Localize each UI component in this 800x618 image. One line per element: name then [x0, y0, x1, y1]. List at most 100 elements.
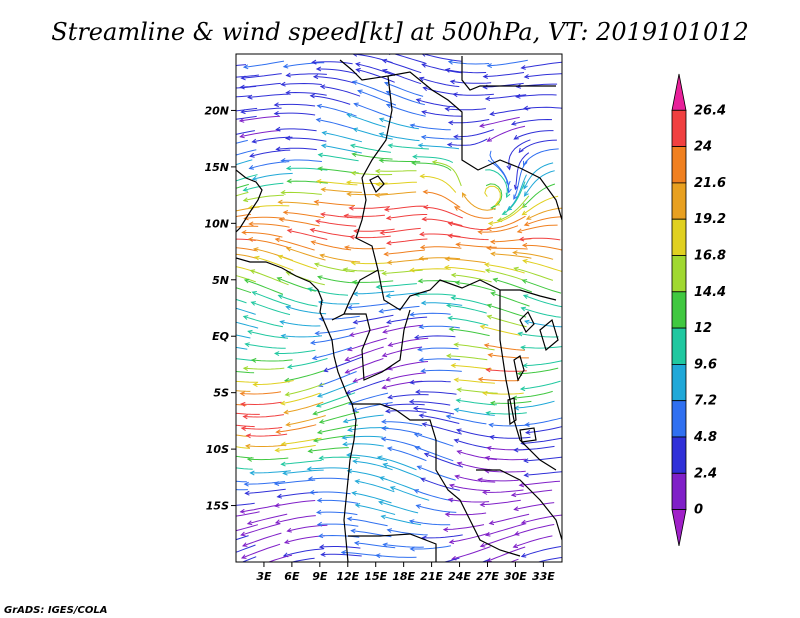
- lake-6: [519, 427, 537, 443]
- streamline: [383, 324, 424, 333]
- streamline: [316, 119, 357, 130]
- streamline-arrow: [490, 251, 496, 257]
- colorbar-segment: [671, 363, 687, 402]
- streamline: [484, 344, 525, 351]
- streamline: [278, 294, 318, 307]
- streamline: [480, 499, 521, 506]
- streamline: [353, 290, 395, 295]
- streamline: [419, 257, 461, 260]
- streamline: [240, 391, 282, 395]
- streamline: [487, 215, 526, 230]
- streamline-arrow: [381, 384, 387, 390]
- streamline: [378, 501, 419, 514]
- colorbar-segment: [671, 218, 687, 256]
- streamline: [376, 554, 417, 558]
- streamline-arrow: [410, 160, 417, 166]
- streamline-arrow: [374, 168, 381, 174]
- streamline: [516, 94, 557, 98]
- streamline-arrow: [381, 68, 388, 74]
- streamline: [478, 478, 519, 482]
- streamline-arrow: [376, 455, 383, 461]
- streamline: [422, 423, 462, 435]
- streamline: [451, 546, 491, 560]
- streamline: [241, 426, 283, 430]
- streamline-arrow: [408, 519, 415, 524]
- streamline-arrow: [414, 445, 420, 451]
- streamline-arrow: [492, 277, 499, 283]
- streamline-arrow: [523, 221, 530, 227]
- streamline-arrow: [449, 483, 455, 489]
- streamline-arrow: [280, 333, 286, 339]
- streamline: [421, 478, 460, 491]
- streamline: [285, 370, 325, 382]
- streamline: [448, 235, 489, 241]
- streamline: [491, 292, 530, 307]
- streamline-arrow: [516, 228, 523, 234]
- streamline-arrow: [244, 490, 250, 496]
- streamline-arrow: [505, 192, 511, 199]
- streamline: [236, 446, 250, 449]
- colorbar: 26.4 24 21.6 19.2 16.8 14.4 12 9.6 7.2 4.8 2.4 0: [671, 73, 726, 546]
- streamline-arrow: [284, 135, 291, 141]
- streamline-arrow: [241, 542, 248, 547]
- streamline: [347, 337, 387, 351]
- colorbar-label: 24: [694, 140, 712, 155]
- streamline-arrow: [352, 378, 358, 383]
- streamline-arrow: [319, 84, 326, 90]
- streamline-arrow: [422, 86, 428, 92]
- streamline-arrow: [357, 89, 363, 95]
- lake-2: [519, 310, 535, 334]
- streamline-arrow: [277, 254, 283, 260]
- streamline-arrow: [481, 490, 488, 495]
- streamline: [312, 61, 353, 65]
- streamline: [387, 447, 427, 462]
- streamline-arrow: [455, 398, 461, 404]
- streamline: [424, 206, 463, 219]
- streamline-arrow: [251, 175, 258, 181]
- streamline-arrow: [418, 324, 424, 330]
- streamline-arrow: [317, 166, 323, 172]
- streamline-arrow: [507, 188, 512, 194]
- streamline: [524, 456, 562, 462]
- streamline: [250, 149, 291, 157]
- map-panel: 20N 15N 10N 5N EQ 5S 10S 15S 3E 6E 9E 12E 15E 18E 21E…: [204, 53, 563, 583]
- streamline: [454, 408, 495, 416]
- streamline: [236, 434, 248, 437]
- streamline: [514, 130, 554, 140]
- streamline-arrow: [512, 543, 519, 549]
- streamline-arrow: [251, 291, 257, 296]
- lon-tick-label: 9E: [312, 570, 328, 583]
- streamline-arrow: [206, 399, 210, 403]
- streamline: [310, 491, 351, 495]
- streamline-arrow: [309, 227, 316, 233]
- streamline-arrow: [342, 418, 349, 424]
- streamline: [347, 193, 388, 196]
- national-border-2: [355, 75, 557, 311]
- streamline-arrow: [380, 419, 387, 425]
- streamline-arrow: [286, 527, 292, 533]
- streamline: [488, 205, 525, 224]
- streamline-arrow: [378, 117, 385, 123]
- streamline-arrow: [382, 542, 388, 548]
- streamline-arrow: [486, 446, 492, 451]
- streamline: [318, 301, 360, 305]
- streamline: [276, 147, 317, 151]
- streamline-arrow: [515, 93, 521, 99]
- streamline-arrow: [307, 287, 313, 292]
- national-border-1: [339, 59, 562, 221]
- streamline-arrow: [286, 178, 292, 184]
- streamline: [382, 346, 423, 357]
- streamline: [350, 235, 391, 239]
- streamline: [382, 69, 422, 85]
- streamline-arrow: [420, 134, 427, 140]
- streamline: [245, 343, 286, 349]
- streamline-arrow: [215, 136, 219, 140]
- streamline-arrow: [450, 295, 456, 301]
- streamline-arrow: [217, 119, 221, 123]
- streamline-arrow: [422, 189, 428, 195]
- streamline: [310, 95, 351, 105]
- streamline-arrow: [484, 455, 491, 461]
- streamline-arrow: [342, 267, 349, 273]
- grads-credit: GrADS: IGES/COLA: [4, 605, 107, 616]
- streamline: [274, 103, 316, 107]
